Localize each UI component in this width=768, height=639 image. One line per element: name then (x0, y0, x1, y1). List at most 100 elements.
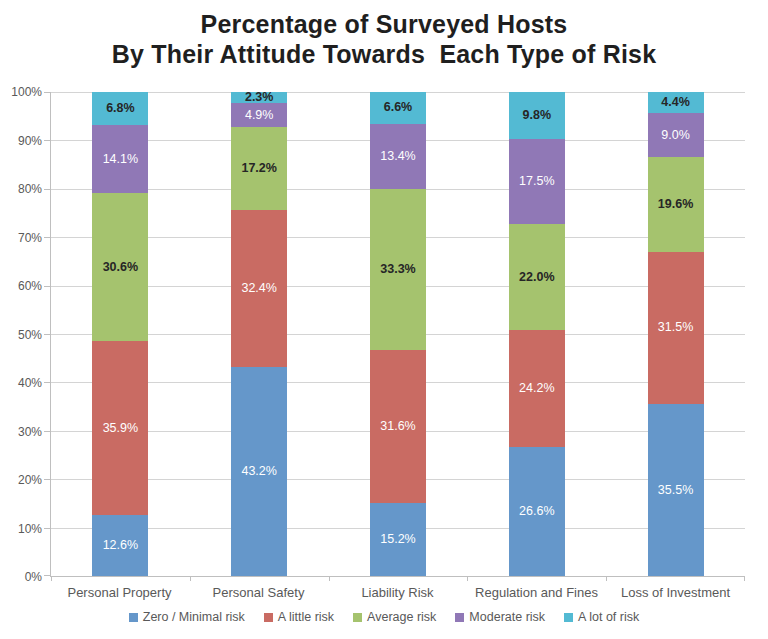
y-axis-tick-label: 70% (0, 231, 42, 245)
y-axis-tick (44, 479, 51, 480)
bar-segment-label: 9.8% (523, 109, 552, 122)
stacked-bar: 15.2% 31.6% 33.3% 13.4% 6.6% (370, 92, 426, 576)
bar-segment-label: 19.6% (658, 198, 693, 211)
bar-segment: 31.5% (648, 252, 704, 404)
legend-swatch (264, 613, 273, 622)
y-axis-tick-label: 60% (0, 279, 42, 293)
bar-segment-label: 43.2% (241, 465, 276, 478)
y-axis-tick (44, 92, 51, 93)
x-axis-tick (606, 576, 607, 581)
legend-label: Zero / Minimal risk (143, 610, 245, 624)
y-axis-labels: 0%10%20%30%40%50%60%70%80%90%100% (0, 92, 42, 577)
bar-segment: 12.6% (92, 515, 148, 576)
x-axis-tick (467, 576, 468, 581)
bar-segment: 35.5% (648, 404, 704, 576)
legend-swatch (353, 613, 362, 622)
stacked-bar: 26.6% 24.2% 22.0% 17.5% 9.8% (509, 92, 565, 576)
y-axis-tick-label: 90% (0, 134, 42, 148)
stacked-bar: 43.2% 32.4% 17.2% 4.9% 2.3% (231, 92, 287, 576)
bar-segment: 9.8% (509, 92, 565, 139)
y-axis-tick-label: 30% (0, 425, 42, 439)
bar-segment: 13.4% (370, 124, 426, 189)
y-axis-tick (44, 575, 51, 576)
bar-segment-label: 13.4% (380, 150, 415, 163)
bar-segment: 26.6% (509, 447, 565, 576)
x-axis-tick (190, 576, 191, 581)
y-axis-tick (44, 431, 51, 432)
y-axis-tick (44, 286, 51, 287)
bar-segment-label: 9.0% (661, 129, 690, 142)
bar-segment: 17.5% (509, 139, 565, 224)
bar-segment: 19.6% (648, 157, 704, 252)
y-axis-tick-label: 10% (0, 522, 42, 536)
bar-segment-label: 24.2% (519, 382, 554, 395)
stacked-bar: 12.6% 35.9% 30.6% 14.1% 6.8% (92, 92, 148, 576)
bar-slot: 26.6% 24.2% 22.0% 17.5% 9.8% (467, 92, 606, 576)
y-axis-tick-label: 20% (0, 473, 42, 487)
bar-segment-label: 22.0% (519, 271, 554, 284)
x-axis-category-labels: Personal PropertyPersonal SafetyLiabilit… (50, 585, 745, 600)
y-axis-tick (44, 189, 51, 190)
bar-segment: 6.6% (370, 92, 426, 124)
y-axis-tick-label: 40% (0, 376, 42, 390)
bar-segment: 22.0% (509, 224, 565, 330)
bar-segment-label: 6.8% (106, 102, 135, 115)
x-axis-category-label: Personal Safety (189, 585, 328, 600)
bar-segment-label: 4.9% (245, 109, 274, 122)
y-axis-tick (44, 237, 51, 238)
bar-segment: 15.2% (370, 503, 426, 576)
bar-segment: 9.0% (648, 113, 704, 157)
bar-segment-label: 32.4% (241, 282, 276, 295)
bar-segment: 31.6% (370, 350, 426, 503)
bar-segment: 4.9% (231, 103, 287, 127)
bar-segment-label: 17.5% (519, 175, 554, 188)
bar-segment-label: 35.5% (658, 484, 693, 497)
bar-segment-label: 26.6% (519, 505, 554, 518)
legend: Zero / Minimal riskA little riskAverage … (0, 610, 768, 624)
bar-slot: 43.2% 32.4% 17.2% 4.9% 2.3% (190, 92, 329, 576)
bar-segment: 32.4% (231, 210, 287, 367)
bar-segment-label: 30.6% (103, 261, 138, 274)
legend-item: Moderate risk (455, 610, 545, 624)
plot-area: 12.6%35.9%30.6%14.1%6.8%43.2%32.4%17.2%4… (50, 92, 745, 577)
bar-segment: 4.4% (648, 92, 704, 113)
chart-title-line1: Percentage of Surveyed Hosts (0, 10, 768, 40)
bar-segment-label: 12.6% (103, 539, 138, 552)
bar-segment: 14.1% (92, 125, 148, 193)
legend-label: Average risk (367, 610, 436, 624)
bar-segment-label: 14.1% (103, 153, 138, 166)
bar-segment-label: 15.2% (380, 533, 415, 546)
chart-canvas: Percentage of Surveyed Hosts By Their At… (0, 0, 768, 639)
bar-segment-label: 17.2% (241, 162, 276, 175)
x-axis-category-label: Liability Risk (328, 585, 467, 600)
bar-segment-label: 31.5% (658, 321, 693, 334)
bar-segment-label: 33.3% (380, 263, 415, 276)
chart-title: Percentage of Surveyed Hosts By Their At… (0, 10, 768, 69)
chart-title-line2: By Their Attitude Towards Each Type of R… (0, 40, 768, 70)
y-axis-tick-label: 80% (0, 182, 42, 196)
y-axis-tick-label: 0% (0, 570, 42, 584)
bar-segment-label: 4.4% (661, 96, 690, 109)
y-axis-tick (44, 528, 51, 529)
bar-segment: 30.6% (92, 193, 148, 341)
bar-segment-label: 2.3% (245, 91, 274, 104)
bar-slot: 15.2% 31.6% 33.3% 13.4% 6.6% (329, 92, 468, 576)
bar-segment: 17.2% (231, 127, 287, 210)
legend-swatch (564, 613, 573, 622)
x-axis-tick (329, 576, 330, 581)
x-axis-category-label: Loss of Investment (606, 585, 745, 600)
y-axis-tick-label: 100% (0, 85, 42, 99)
y-axis-tick (44, 382, 51, 383)
legend-label: A lot of risk (578, 610, 639, 624)
bar-slot: 12.6% 35.9% 30.6% 14.1% 6.8% (51, 92, 190, 576)
bar-segment: 6.8% (92, 92, 148, 125)
y-axis-tick (44, 140, 51, 141)
x-axis-tick (51, 576, 52, 581)
bar-segment: 24.2% (509, 330, 565, 447)
stacked-bar: 35.5% 31.5% 19.6% 9.0% 4.4% (648, 92, 704, 576)
bar-segment: 35.9% (92, 341, 148, 515)
bar-segment: 43.2% (231, 367, 287, 576)
bar-segment-label: 35.9% (103, 422, 138, 435)
legend-swatch (455, 613, 464, 622)
bar-slot: 35.5% 31.5% 19.6% 9.0% 4.4% (606, 92, 745, 576)
